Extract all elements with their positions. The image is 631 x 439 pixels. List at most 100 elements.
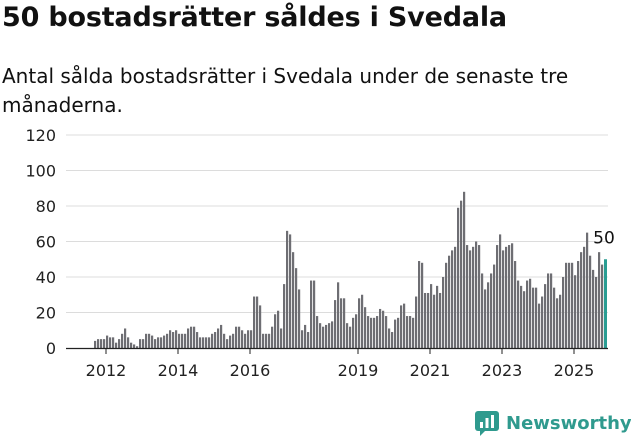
- bar: [298, 289, 301, 348]
- brand[interactable]: Newsworthy: [474, 408, 631, 438]
- bar: [433, 294, 436, 348]
- bar: [178, 333, 181, 348]
- x-tick-label: 2021: [410, 361, 451, 380]
- bar: [490, 273, 493, 348]
- x-tick-label: 2016: [230, 361, 271, 380]
- bar: [523, 291, 526, 348]
- y-tick-label: 120: [25, 126, 56, 145]
- y-tick-label: 20: [36, 304, 56, 323]
- bar: [436, 285, 439, 348]
- bar: [598, 252, 601, 348]
- bar: [574, 275, 577, 348]
- bar: [514, 261, 517, 348]
- bar: [283, 284, 286, 348]
- bar: [544, 284, 547, 348]
- bar: [397, 317, 400, 348]
- bar: [472, 246, 475, 348]
- y-tick-label: 100: [25, 162, 56, 181]
- bar: [403, 303, 406, 348]
- bar: [331, 321, 334, 348]
- bar: [352, 317, 355, 348]
- bar-chart: 0 20 40 60 80 100 120 2012 2014 2016 2019 2021 2023…: [25, 126, 615, 380]
- bar: [457, 207, 460, 348]
- bar: [463, 191, 466, 348]
- bar: [445, 262, 448, 348]
- bar: [109, 337, 112, 348]
- bar: [223, 333, 226, 348]
- bar: [400, 305, 403, 348]
- bar: [406, 316, 409, 348]
- bar: [466, 245, 469, 348]
- bar: [97, 339, 100, 348]
- annotations: 50: [593, 228, 615, 248]
- bar: [376, 316, 379, 348]
- bar: [313, 280, 316, 348]
- chart-title: 50 bostadsrätter såldes i Svedala: [2, 2, 507, 33]
- bar: [262, 333, 265, 348]
- bar: [316, 316, 319, 348]
- bar: [349, 326, 352, 348]
- bar: [583, 246, 586, 348]
- bar: [517, 280, 520, 348]
- bar: [355, 314, 358, 348]
- bar: [229, 335, 232, 348]
- bar: [556, 298, 559, 348]
- bar: [361, 294, 364, 348]
- bar: [226, 339, 229, 348]
- bar: [205, 337, 208, 348]
- bar: [373, 317, 376, 348]
- bar: [106, 335, 109, 348]
- bar: [541, 296, 544, 348]
- bar: [124, 328, 127, 348]
- bar: [208, 337, 211, 348]
- bar: [520, 285, 523, 348]
- bar: [196, 332, 199, 348]
- bar: [484, 289, 487, 348]
- x-tick-label: 2012: [86, 361, 127, 380]
- bar: [103, 339, 106, 348]
- bar: [460, 200, 463, 348]
- bar: [142, 339, 145, 348]
- bar: [319, 323, 322, 348]
- bar: [238, 326, 241, 348]
- bar: [256, 296, 259, 348]
- y-axis-ticks: 0 20 40 60 80 100 120: [25, 126, 56, 358]
- bar: [181, 333, 184, 348]
- y-tick-label: 0: [46, 339, 56, 358]
- bar: [121, 333, 124, 348]
- bar: [418, 261, 421, 348]
- bar: [511, 243, 514, 348]
- bar: [175, 330, 178, 348]
- x-tick-label: 2014: [158, 361, 199, 380]
- bar: [553, 287, 556, 348]
- bar: [235, 326, 238, 348]
- bar: [538, 303, 541, 348]
- bar: [586, 232, 589, 348]
- bar: [259, 305, 262, 348]
- bar: [592, 269, 595, 348]
- bar: [415, 296, 418, 348]
- bar: [526, 280, 529, 348]
- bar: [280, 328, 283, 348]
- bar: [334, 300, 337, 348]
- bar: [115, 342, 118, 348]
- bar: [394, 319, 397, 348]
- bar: [550, 273, 553, 348]
- bar: [325, 324, 328, 348]
- bar: [304, 324, 307, 348]
- bar: [442, 277, 445, 348]
- bar: [220, 324, 223, 348]
- bar-latest: [604, 259, 607, 348]
- bar: [289, 234, 292, 348]
- bar: [412, 317, 415, 348]
- brand-name: Newsworthy: [506, 412, 631, 434]
- bar: [502, 250, 505, 348]
- bar: [364, 307, 367, 348]
- bar: [571, 262, 574, 348]
- bar: [118, 339, 121, 348]
- bar: [493, 264, 496, 348]
- bar: [448, 255, 451, 348]
- x-tick-label: 2019: [338, 361, 379, 380]
- bar: [568, 262, 571, 348]
- x-tick-label: 2025: [554, 361, 595, 380]
